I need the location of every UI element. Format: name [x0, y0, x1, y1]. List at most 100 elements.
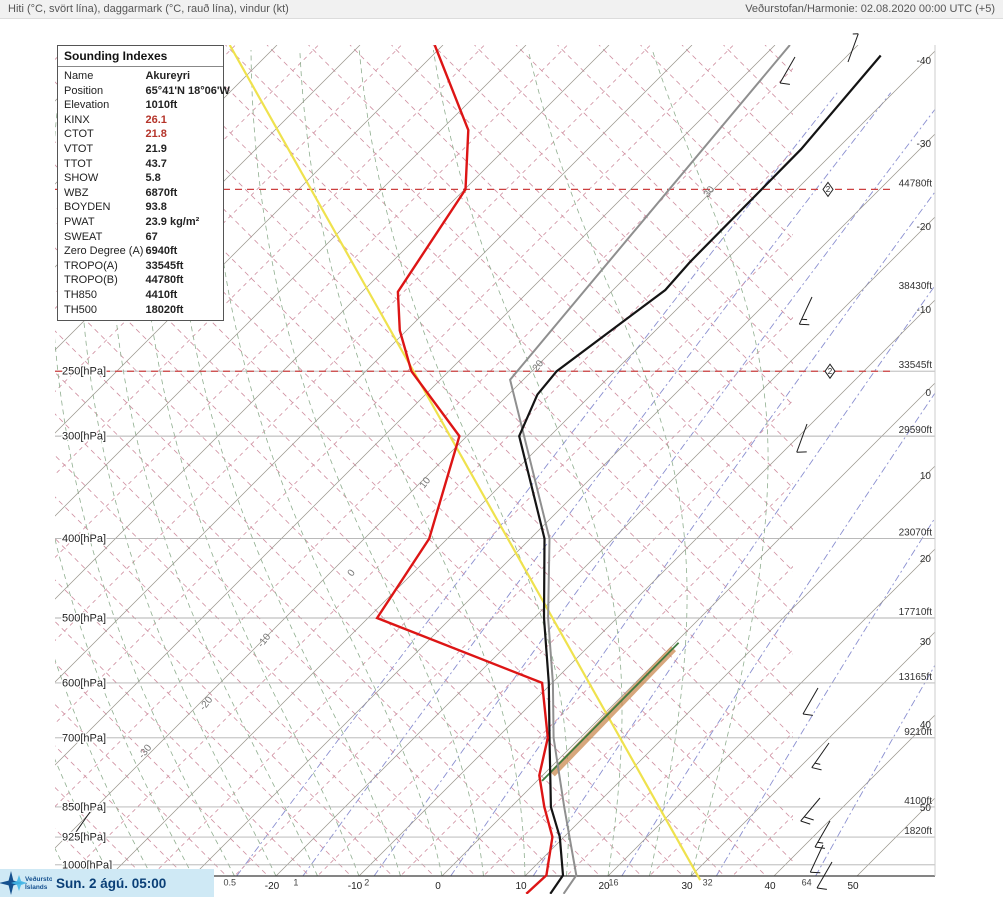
- svg-text:50: 50: [920, 803, 932, 814]
- svg-text:0: 0: [925, 388, 931, 399]
- logo-text-line1: Veðurstofa: [25, 875, 52, 883]
- svg-text:-30: -30: [137, 742, 155, 761]
- index-label: Position: [64, 84, 104, 97]
- svg-text:38430ft: 38430ft: [899, 281, 933, 292]
- svg-text:0: 0: [346, 567, 358, 579]
- index-value: 5.8: [145, 172, 161, 185]
- index-row: KINX 26.1: [58, 113, 230, 128]
- svg-text:2: 2: [364, 878, 369, 888]
- legend-text: Hiti (°C, svört lína), daggarmark (°C, r…: [8, 3, 289, 15]
- index-value: 26.1: [145, 113, 167, 126]
- index-row: BOYDEN 93.8: [58, 200, 230, 215]
- index-value: 23.9 kg/m²: [145, 215, 200, 228]
- index-label: BOYDEN: [64, 201, 111, 214]
- svg-text:16: 16: [608, 878, 618, 888]
- index-value: 4410ft: [145, 288, 178, 301]
- svg-text:29590ft: 29590ft: [899, 425, 933, 436]
- parcel-line: [228, 45, 702, 881]
- svg-text:30: 30: [681, 881, 693, 892]
- index-value: Akureyri: [145, 70, 191, 82]
- svg-text:44780ft: 44780ft: [899, 178, 933, 189]
- footer-datetime: Sun. 2 ágú. 05:00: [56, 875, 167, 891]
- freezing-highlight-inner: [541, 642, 680, 782]
- svg-text:13165ft: 13165ft: [899, 672, 933, 683]
- index-row: TROPO(B) 44780ft: [58, 273, 230, 288]
- svg-text:1: 1: [293, 878, 298, 888]
- index-value: 6940ft: [145, 245, 178, 258]
- profile-curves: [228, 45, 882, 894]
- index-row: Elevation 1010ft: [58, 98, 230, 113]
- svg-text:20: 20: [920, 554, 932, 565]
- top-bar: Hiti (°C, svört lína), daggarmark (°C, r…: [0, 0, 1003, 19]
- index-value: 43.7: [145, 157, 167, 170]
- svg-text:0.5: 0.5: [224, 878, 237, 888]
- pressure-lines: [55, 370, 935, 866]
- index-label: TROPO(B): [64, 274, 118, 287]
- index-row: TH500 18020ft: [58, 303, 230, 318]
- index-label: WBZ: [64, 186, 89, 199]
- svg-text:30: 30: [920, 637, 932, 648]
- index-value: 93.8: [145, 201, 167, 214]
- index-label: SHOW: [64, 172, 99, 185]
- svg-text:40: 40: [764, 881, 776, 892]
- tropopause-markers: 22: [822, 181, 836, 380]
- wind-barbs: [72, 33, 859, 890]
- svg-text:500[hPa]: 500[hPa]: [62, 613, 106, 625]
- index-value: 67: [145, 230, 158, 243]
- index-label: TH850: [64, 288, 98, 301]
- svg-text:-10: -10: [917, 305, 932, 316]
- svg-text:700[hPa]: 700[hPa]: [62, 732, 106, 744]
- svg-text:300[hPa]: 300[hPa]: [62, 431, 106, 443]
- index-value: 65°41'N 18°06'W: [145, 84, 230, 97]
- panel-title: Sounding Indexes: [58, 46, 223, 67]
- index-row: WBZ 6870ft: [58, 186, 230, 201]
- vedurstofa-logo-icon: Veðurstofa Íslands: [0, 871, 52, 895]
- svg-text:-40: -40: [917, 56, 932, 67]
- svg-text:850[hPa]: 850[hPa]: [62, 801, 106, 813]
- model-run-text: Veðurstofan/Harmonie: 02.08.2020 00:00 U…: [745, 3, 995, 15]
- svg-text:2: 2: [826, 185, 831, 194]
- svg-text:32: 32: [703, 878, 713, 888]
- svg-text:30: 30: [702, 184, 718, 200]
- svg-text:10: 10: [920, 471, 932, 482]
- index-value: 44780ft: [145, 274, 184, 287]
- index-label: Elevation: [64, 99, 110, 112]
- index-label: TROPO(A): [64, 259, 118, 272]
- index-row: Zero Degree (A) 6940ft: [58, 244, 230, 259]
- index-value: 6870ft: [145, 186, 178, 199]
- index-row: SHOW 5.8: [58, 171, 230, 186]
- svg-text:-20: -20: [198, 694, 216, 713]
- svg-text:64: 64: [802, 878, 812, 888]
- svg-text:4100ft: 4100ft: [904, 796, 932, 807]
- logo-text-line2: Íslands: [25, 882, 48, 891]
- auxiliary-curve: [509, 45, 791, 894]
- svg-text:-20: -20: [265, 881, 280, 892]
- svg-text:-30: -30: [917, 139, 932, 150]
- footer-bar: Veðurstofa Íslands Sun. 2 ágú. 05:00: [0, 869, 214, 897]
- svg-text:600[hPa]: 600[hPa]: [62, 677, 106, 689]
- index-label: TTOT: [64, 157, 93, 170]
- svg-text:10: 10: [515, 881, 527, 892]
- svg-text:17710ft: 17710ft: [899, 607, 933, 618]
- index-value: 33545ft: [145, 259, 184, 272]
- indexes-table: Name Akureyri Position 65°41'N 18°06'W Eleva…: [58, 69, 230, 317]
- svg-text:400[hPa]: 400[hPa]: [62, 533, 106, 545]
- index-row: VTOT 21.9: [58, 142, 230, 157]
- index-row: Position 65°41'N 18°06'W: [58, 84, 230, 99]
- svg-text:250[hPa]: 250[hPa]: [62, 366, 106, 378]
- index-label: SWEAT: [64, 230, 103, 243]
- svg-text:-10: -10: [348, 881, 363, 892]
- index-row: TTOT 43.7: [58, 157, 230, 172]
- svg-text:40: 40: [920, 720, 932, 731]
- index-row: TROPO(A) 33545ft: [58, 259, 230, 274]
- index-label: Name: [64, 70, 94, 82]
- index-label: CTOT: [64, 128, 94, 141]
- index-value: 18020ft: [145, 303, 184, 316]
- svg-text:0: 0: [435, 881, 441, 892]
- svg-text:-10: -10: [256, 631, 274, 650]
- svg-text:50: 50: [847, 881, 859, 892]
- index-row: SWEAT 67: [58, 230, 230, 245]
- svg-text:-20: -20: [917, 222, 932, 233]
- index-label: KINX: [64, 113, 90, 126]
